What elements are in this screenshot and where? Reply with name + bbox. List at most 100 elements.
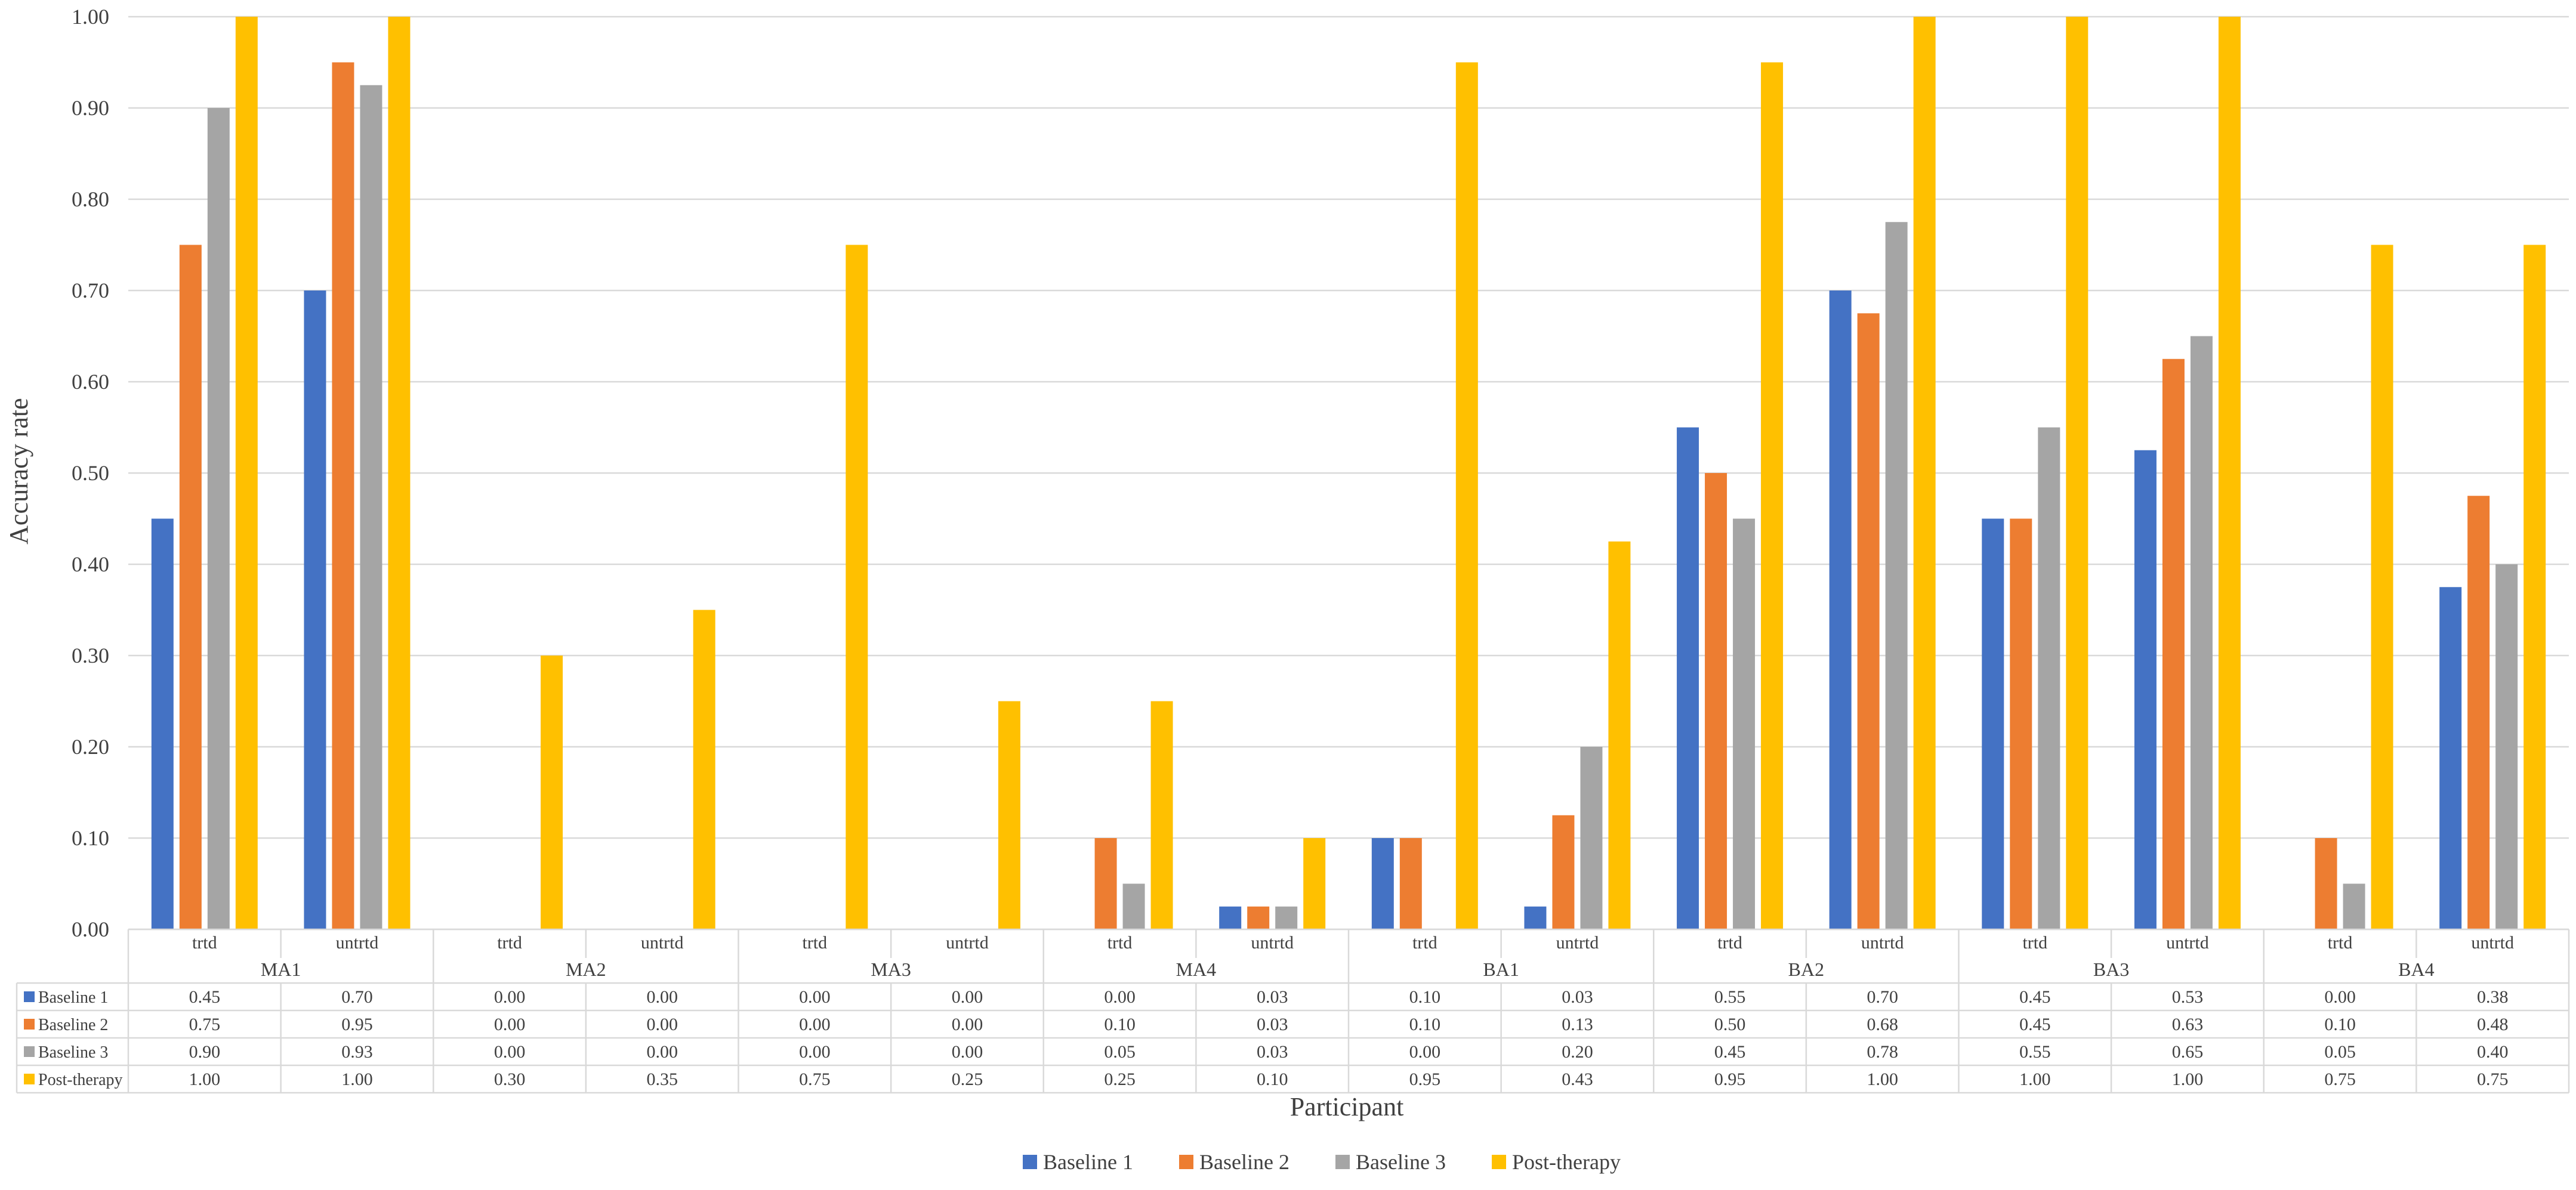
bar	[1303, 838, 1326, 929]
x-group-label: BA2	[1788, 959, 1824, 980]
table-cell: 0.10	[1257, 1070, 1288, 1089]
bar	[2371, 245, 2393, 929]
bar	[1122, 883, 1145, 929]
legend-swatch	[1179, 1155, 1193, 1169]
x-group-label: MA4	[1176, 959, 1217, 980]
bar	[1552, 815, 1575, 929]
bar	[1857, 313, 1880, 929]
table-cell: 1.00	[2172, 1070, 2204, 1089]
table-cell: 0.75	[189, 1015, 221, 1034]
table-cell: 0.70	[341, 987, 373, 1007]
table-cell: 0.00	[952, 987, 983, 1007]
x-subcategory-label: trtd	[192, 933, 217, 953]
table-cell: 0.20	[1562, 1042, 1593, 1062]
bar	[1677, 427, 1699, 929]
y-tick-label: 0.40	[72, 552, 109, 576]
x-subcategory-label: untrtd	[2166, 933, 2209, 953]
table-cell: 0.05	[1104, 1042, 1136, 1062]
bar	[179, 245, 202, 929]
legend-label: Baseline 3	[1356, 1150, 1446, 1174]
table-cell: 1.00	[341, 1070, 373, 1089]
table-cell: 0.10	[1104, 1015, 1136, 1034]
bar	[304, 290, 326, 929]
y-axis-title: Accuracy rate	[4, 398, 33, 544]
bar	[1219, 906, 1242, 929]
bar	[541, 656, 563, 929]
bar	[998, 701, 1020, 929]
table-cell: 0.45	[2019, 987, 2051, 1007]
table-cell: 0.10	[1409, 1015, 1441, 1034]
legend-swatch	[1335, 1155, 1350, 1169]
x-subcategory-label: trtd	[1717, 933, 1742, 953]
x-subcategory-label: trtd	[2328, 933, 2353, 953]
table-row-label: Post-therapy	[38, 1071, 123, 1089]
data-table: trtd untrtd trtd untrtd trtd untrtd trtd untrtd…	[16, 928, 2570, 1094]
y-tick-label: 0.50	[72, 461, 109, 485]
bar	[1733, 518, 1756, 929]
table-cell: 1.00	[189, 1070, 221, 1089]
table-cell: 0.00	[494, 1015, 526, 1034]
bar	[1705, 473, 1727, 929]
x-subcategory-label: untrtd	[641, 933, 684, 953]
table-cell: 0.00	[952, 1015, 983, 1034]
table-cell: 0.03	[1257, 1015, 1288, 1034]
table-cell: 0.63	[2172, 1015, 2204, 1034]
bar	[1247, 906, 1270, 929]
x-subcategory-label: untrtd	[336, 933, 379, 953]
x-group-label: MA3	[871, 959, 911, 980]
x-group-label: MA1	[261, 959, 301, 980]
table-cell: 0.70	[1867, 987, 1898, 1007]
x-axis-title: Participant	[1290, 1092, 1404, 1121]
table-cell: 0.75	[799, 1070, 831, 1089]
bar	[2523, 245, 2546, 929]
bar	[360, 85, 382, 929]
table-cell: 0.43	[1562, 1070, 1593, 1089]
gridlines	[128, 16, 2569, 931]
table-row-label: Baseline 3	[38, 1043, 108, 1062]
bar	[332, 62, 354, 929]
x-subcategory-label: untrtd	[1251, 933, 1294, 953]
bar	[1913, 17, 1936, 929]
bar	[2162, 358, 2185, 929]
table-cell: 0.68	[1867, 1015, 1898, 1034]
table-cell: 0.90	[189, 1042, 221, 1062]
legend-label: Post-therapy	[1512, 1150, 1621, 1174]
table-row-label: Baseline 1	[38, 988, 108, 1007]
table-cell: 0.35	[646, 1070, 678, 1089]
table-cell: 0.03	[1257, 987, 1288, 1007]
bar	[2343, 883, 2365, 929]
y-tick-label: 0.00	[72, 917, 109, 941]
bar	[1580, 747, 1603, 929]
table-cell: 0.53	[2172, 987, 2204, 1007]
table-cell: 0.40	[2477, 1042, 2509, 1062]
bar	[2315, 838, 2337, 929]
table-cell: 0.45	[2019, 1015, 2051, 1034]
legend-swatch	[1023, 1155, 1037, 1169]
bar	[1608, 541, 1631, 929]
bar	[207, 108, 230, 929]
table-cell: 0.75	[2324, 1070, 2356, 1089]
table-cell: 1.00	[1867, 1070, 1898, 1089]
bar	[1399, 838, 1422, 929]
table-cell: 0.93	[341, 1042, 373, 1062]
table-cell: 0.00	[1104, 987, 1136, 1007]
table-cell: 0.95	[1409, 1070, 1441, 1089]
bar	[846, 245, 868, 929]
bar	[1885, 222, 1908, 929]
table-cell: 0.25	[1104, 1070, 1136, 1089]
y-axis-ticks: 0.00 0.10 0.20 0.30 0.40 0.50 0.60 0.70 0.80 0.90…	[72, 5, 109, 941]
table-cell: 0.00	[494, 987, 526, 1007]
table-cell: 0.38	[2477, 987, 2509, 1007]
table-cell: 1.00	[2019, 1070, 2051, 1089]
x-group-label: MA2	[566, 959, 606, 980]
x-subcategory-label: trtd	[1412, 933, 1437, 953]
table-cell: 0.95	[1714, 1070, 1746, 1089]
y-tick-label: 0.90	[72, 96, 109, 120]
y-tick-label: 0.20	[72, 735, 109, 759]
table-cell: 0.00	[646, 987, 678, 1007]
table-cell: 0.45	[189, 987, 221, 1007]
bar	[2010, 518, 2032, 929]
x-subcategory-label: trtd	[802, 933, 827, 953]
bar	[1275, 906, 1298, 929]
